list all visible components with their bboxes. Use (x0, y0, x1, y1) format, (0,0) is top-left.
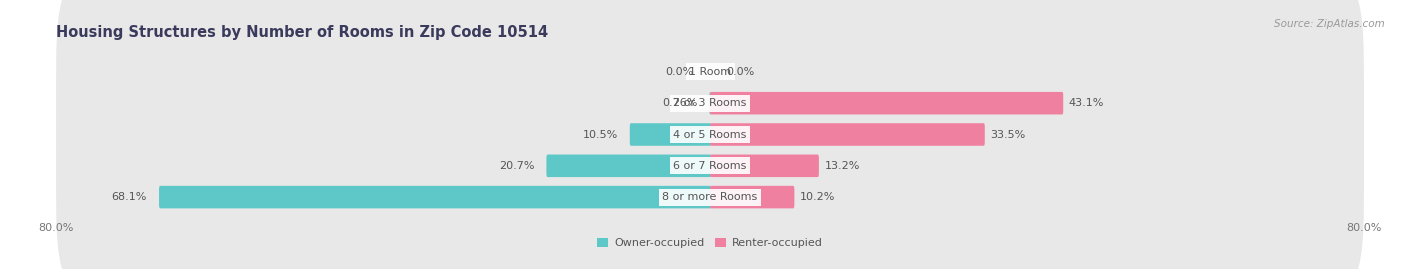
FancyBboxPatch shape (56, 14, 1364, 193)
FancyBboxPatch shape (56, 45, 1364, 224)
FancyBboxPatch shape (56, 76, 1364, 255)
FancyBboxPatch shape (56, 0, 1364, 161)
Text: 13.2%: 13.2% (824, 161, 860, 171)
Text: 43.1%: 43.1% (1069, 98, 1104, 108)
Text: 1 Room: 1 Room (689, 67, 731, 77)
FancyBboxPatch shape (630, 123, 711, 146)
FancyBboxPatch shape (159, 186, 711, 208)
Text: Housing Structures by Number of Rooms in Zip Code 10514: Housing Structures by Number of Rooms in… (56, 25, 548, 40)
Text: 0.0%: 0.0% (727, 67, 755, 77)
Text: 68.1%: 68.1% (111, 192, 148, 202)
FancyBboxPatch shape (710, 123, 984, 146)
Text: 6 or 7 Rooms: 6 or 7 Rooms (673, 161, 747, 171)
Text: Source: ZipAtlas.com: Source: ZipAtlas.com (1274, 19, 1385, 29)
FancyBboxPatch shape (710, 186, 794, 208)
FancyBboxPatch shape (710, 92, 711, 115)
Text: 10.2%: 10.2% (800, 192, 835, 202)
Text: 2 or 3 Rooms: 2 or 3 Rooms (673, 98, 747, 108)
Text: 4 or 5 Rooms: 4 or 5 Rooms (673, 129, 747, 140)
Text: 0.76%: 0.76% (662, 98, 697, 108)
Legend: Owner-occupied, Renter-occupied: Owner-occupied, Renter-occupied (593, 234, 827, 253)
FancyBboxPatch shape (547, 154, 711, 177)
Text: 8 or more Rooms: 8 or more Rooms (662, 192, 758, 202)
FancyBboxPatch shape (710, 92, 1063, 115)
Text: 20.7%: 20.7% (499, 161, 534, 171)
Text: 10.5%: 10.5% (582, 129, 617, 140)
Text: 33.5%: 33.5% (990, 129, 1025, 140)
FancyBboxPatch shape (56, 108, 1364, 269)
FancyBboxPatch shape (710, 154, 818, 177)
Text: 0.0%: 0.0% (665, 67, 693, 77)
